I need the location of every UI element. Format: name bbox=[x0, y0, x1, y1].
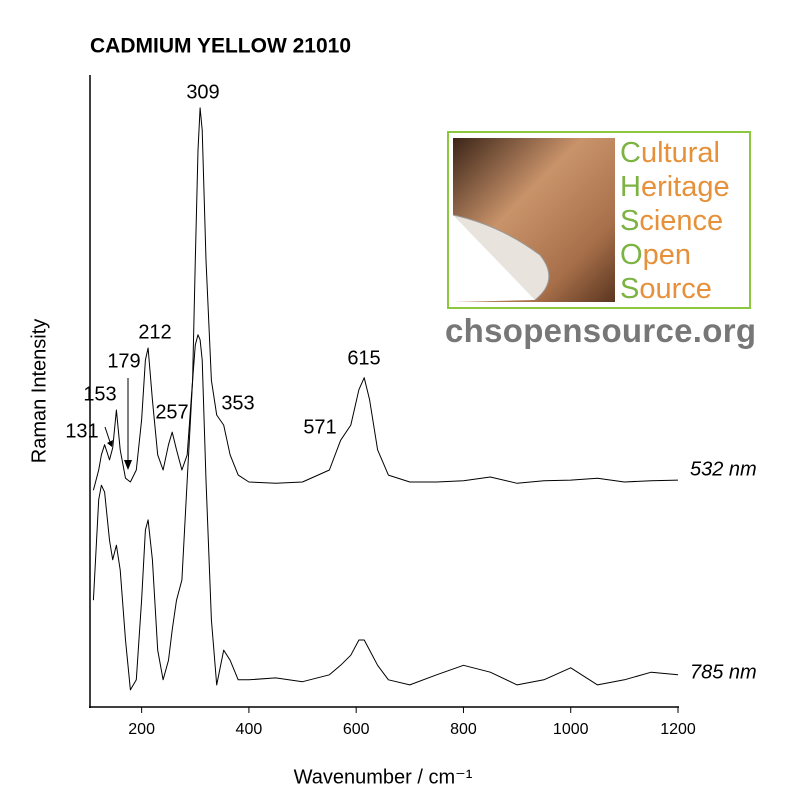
series-label: 532 nm bbox=[690, 458, 757, 480]
logo-word: Heritage bbox=[620, 171, 730, 203]
peak-label: 212 bbox=[138, 321, 171, 343]
spectrum-line bbox=[92, 334, 679, 691]
page-curl-fold bbox=[452, 214, 550, 301]
x-tick-label: 800 bbox=[450, 721, 477, 738]
peak-label: 153 bbox=[83, 383, 116, 405]
y-axis-label: Raman Intensity bbox=[28, 319, 50, 464]
x-tick-label: 1200 bbox=[660, 721, 696, 738]
peak-label: 131 bbox=[65, 420, 98, 442]
chart-title: CADMIUM YELLOW 21010 bbox=[90, 35, 351, 58]
peak-label: 257 bbox=[155, 401, 188, 423]
peak-label: 571 bbox=[303, 416, 336, 438]
spectrum-line bbox=[92, 107, 679, 491]
peak-label: 615 bbox=[347, 347, 380, 369]
peak-label: 309 bbox=[186, 81, 219, 103]
logo-word: Cultural bbox=[620, 137, 720, 169]
x-tick-label: 400 bbox=[236, 721, 263, 738]
arrow-head bbox=[124, 460, 132, 470]
logo-word: Science bbox=[620, 205, 724, 237]
x-tick-label: 600 bbox=[343, 721, 370, 738]
x-tick-label: 1000 bbox=[553, 721, 589, 738]
peak-label: 353 bbox=[221, 392, 254, 414]
logo-word: Source bbox=[620, 273, 712, 305]
arrow-head bbox=[107, 440, 113, 447]
logo-word: Open bbox=[620, 239, 691, 271]
x-tick-label: 200 bbox=[128, 721, 155, 738]
peak-label: 179 bbox=[107, 350, 140, 372]
arrow bbox=[104, 426, 111, 443]
logo-url: chsopensource.org bbox=[445, 312, 757, 349]
page-curl bbox=[453, 215, 535, 302]
series-label: 785 nm bbox=[690, 661, 757, 683]
x-axis-label: Wavenumber / cm⁻¹ bbox=[294, 766, 473, 788]
